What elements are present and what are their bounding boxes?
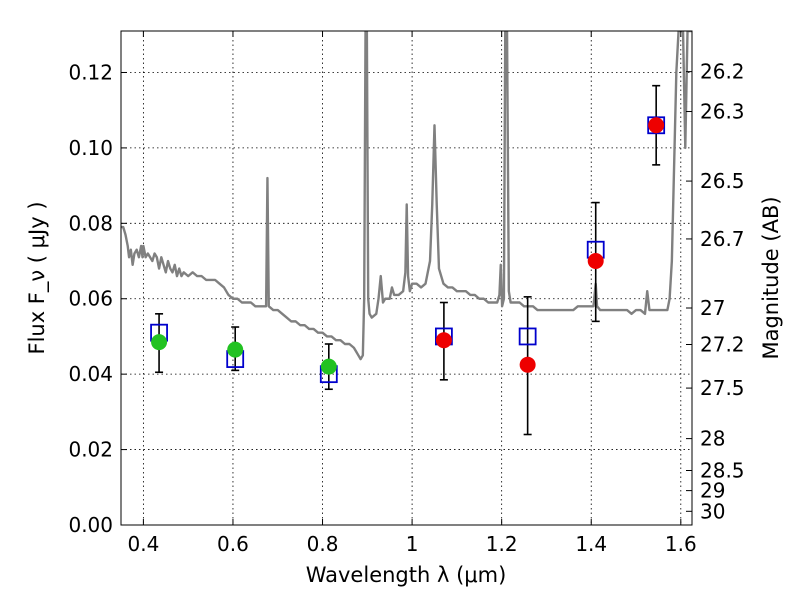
- observed-point: [648, 117, 665, 134]
- right-axis-title: Magnitude (AB): [759, 196, 783, 359]
- observed-point: [151, 334, 168, 351]
- right-tick-label: 27: [700, 296, 725, 320]
- right-tick-label: 26.5: [700, 169, 745, 193]
- right-tick-label: 28: [700, 427, 725, 451]
- y-tick-label: 0.12: [68, 60, 113, 84]
- observed-point: [435, 332, 452, 349]
- y-tick-label: 0.02: [68, 438, 113, 462]
- axis-ticks: 0.4 0.6 0.8 1 1.2 1.4 1.6 0.00 0.02 0.04 0.06 0.08 0…: [68, 31, 745, 556]
- plot-frame: [120, 30, 693, 526]
- right-tick-label: 29: [700, 479, 725, 503]
- right-tick-label: 28.5: [700, 458, 745, 482]
- y-tick-label: 0.00: [68, 513, 113, 537]
- x-tick-label: 1: [406, 532, 419, 556]
- x-tick-label: 1.2: [486, 532, 518, 556]
- y-tick-label: 0.06: [68, 287, 113, 311]
- right-tick-label: 27.2: [700, 333, 745, 357]
- grid-lines: [121, 31, 692, 526]
- y-tick-label: 0.10: [68, 136, 113, 160]
- x-axis-title: Wavelength λ (μm): [306, 563, 507, 587]
- x-tick-label: 0.4: [127, 532, 159, 556]
- observed-point: [519, 356, 536, 373]
- y-tick-label: 0.08: [68, 211, 113, 235]
- spectrum: [121, 31, 692, 361]
- model-point-square: [518, 327, 537, 346]
- observed-point: [320, 358, 337, 375]
- spectrum-line: [121, 31, 692, 361]
- observed-points: [151, 117, 665, 375]
- x-tick-label: 0.8: [307, 532, 339, 556]
- right-tick-label: 26.3: [700, 100, 745, 124]
- observed-point: [587, 253, 604, 270]
- right-tick-label: 30: [700, 499, 725, 523]
- x-tick-label: 0.6: [217, 532, 249, 556]
- right-tick-label: 27.5: [700, 376, 745, 400]
- plot-border: [120, 30, 693, 526]
- y-axis-title: Flux F_ν ( μJy ): [25, 201, 50, 354]
- x-tick-label: 1.4: [575, 532, 607, 556]
- observed-point: [227, 341, 244, 358]
- y-tick-label: 0.04: [68, 362, 113, 386]
- x-tick-label: 1.6: [665, 532, 697, 556]
- right-tick-label: 26.2: [700, 60, 745, 84]
- right-tick-label: 26.7: [700, 227, 745, 251]
